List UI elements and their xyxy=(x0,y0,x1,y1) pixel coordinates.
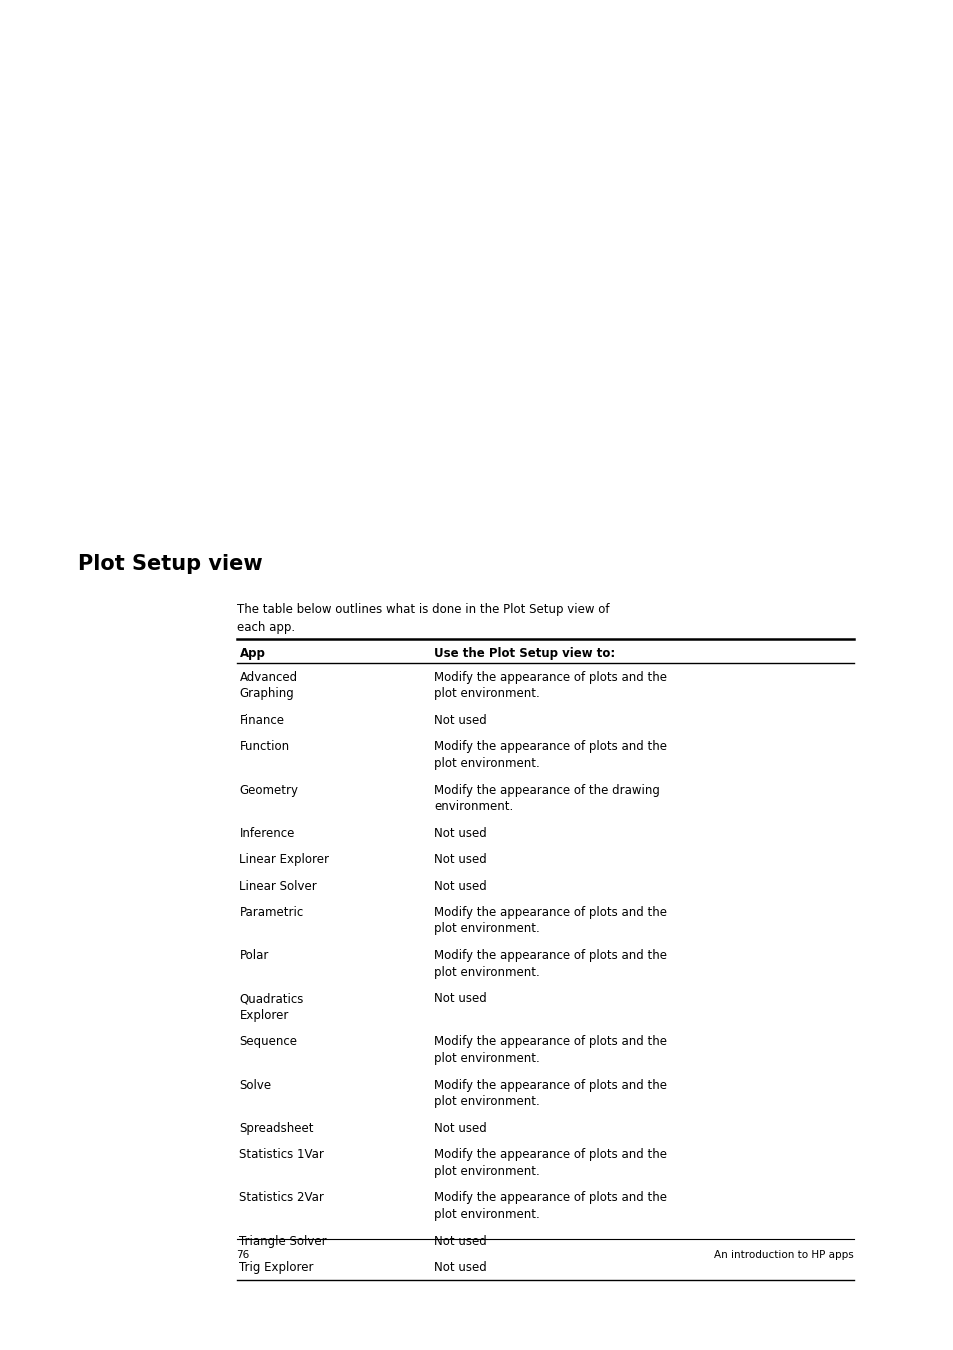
Text: Advanced
Graphing: Advanced Graphing xyxy=(239,671,297,701)
Text: Not used: Not used xyxy=(434,826,486,840)
Text: Statistics 1Var: Statistics 1Var xyxy=(239,1148,324,1161)
Text: Sequence: Sequence xyxy=(239,1035,297,1049)
Text: The table below outlines what is done in the Plot Setup view of
each app.: The table below outlines what is done in… xyxy=(236,603,608,634)
Text: Linear Explorer: Linear Explorer xyxy=(239,853,329,867)
Text: Not used: Not used xyxy=(434,714,486,728)
Text: Not used: Not used xyxy=(434,1261,486,1274)
Text: Polar: Polar xyxy=(239,949,269,963)
Text: Modify the appearance of plots and the
plot environment.: Modify the appearance of plots and the p… xyxy=(434,1079,666,1108)
Text: Modify the appearance of plots and the
plot environment.: Modify the appearance of plots and the p… xyxy=(434,1192,666,1220)
Text: Modify the appearance of plots and the
plot environment.: Modify the appearance of plots and the p… xyxy=(434,1148,666,1177)
Text: Modify the appearance of plots and the
plot environment.: Modify the appearance of plots and the p… xyxy=(434,671,666,701)
Text: Use the Plot Setup view to:: Use the Plot Setup view to: xyxy=(434,647,615,660)
Text: An introduction to HP apps: An introduction to HP apps xyxy=(714,1250,853,1260)
Text: Linear Solver: Linear Solver xyxy=(239,880,316,892)
Text: Spreadsheet: Spreadsheet xyxy=(239,1122,314,1135)
Text: Solve: Solve xyxy=(239,1079,272,1092)
Text: Trig Explorer: Trig Explorer xyxy=(239,1261,314,1274)
Text: Geometry: Geometry xyxy=(239,783,298,796)
Text: Function: Function xyxy=(239,740,290,753)
Text: App: App xyxy=(239,647,265,660)
Text: Triangle Solver: Triangle Solver xyxy=(239,1235,327,1247)
Text: Statistics 2Var: Statistics 2Var xyxy=(239,1192,324,1204)
Text: Finance: Finance xyxy=(239,714,284,728)
Text: Not used: Not used xyxy=(434,1235,486,1247)
Text: Modify the appearance of the drawing
environment.: Modify the appearance of the drawing env… xyxy=(434,783,659,813)
Text: Modify the appearance of plots and the
plot environment.: Modify the appearance of plots and the p… xyxy=(434,906,666,936)
Text: Not used: Not used xyxy=(434,1122,486,1135)
Text: Modify the appearance of plots and the
plot environment.: Modify the appearance of plots and the p… xyxy=(434,949,666,979)
Text: Not used: Not used xyxy=(434,853,486,867)
Text: 76: 76 xyxy=(236,1250,250,1260)
Text: Modify the appearance of plots and the
plot environment.: Modify the appearance of plots and the p… xyxy=(434,740,666,770)
Text: Plot Setup view: Plot Setup view xyxy=(78,554,263,574)
Text: Parametric: Parametric xyxy=(239,906,303,919)
Text: Not used: Not used xyxy=(434,880,486,892)
Text: Quadratics
Explorer: Quadratics Explorer xyxy=(239,992,303,1022)
Text: Inference: Inference xyxy=(239,826,294,840)
Text: Modify the appearance of plots and the
plot environment.: Modify the appearance of plots and the p… xyxy=(434,1035,666,1065)
Text: Not used: Not used xyxy=(434,992,486,1006)
